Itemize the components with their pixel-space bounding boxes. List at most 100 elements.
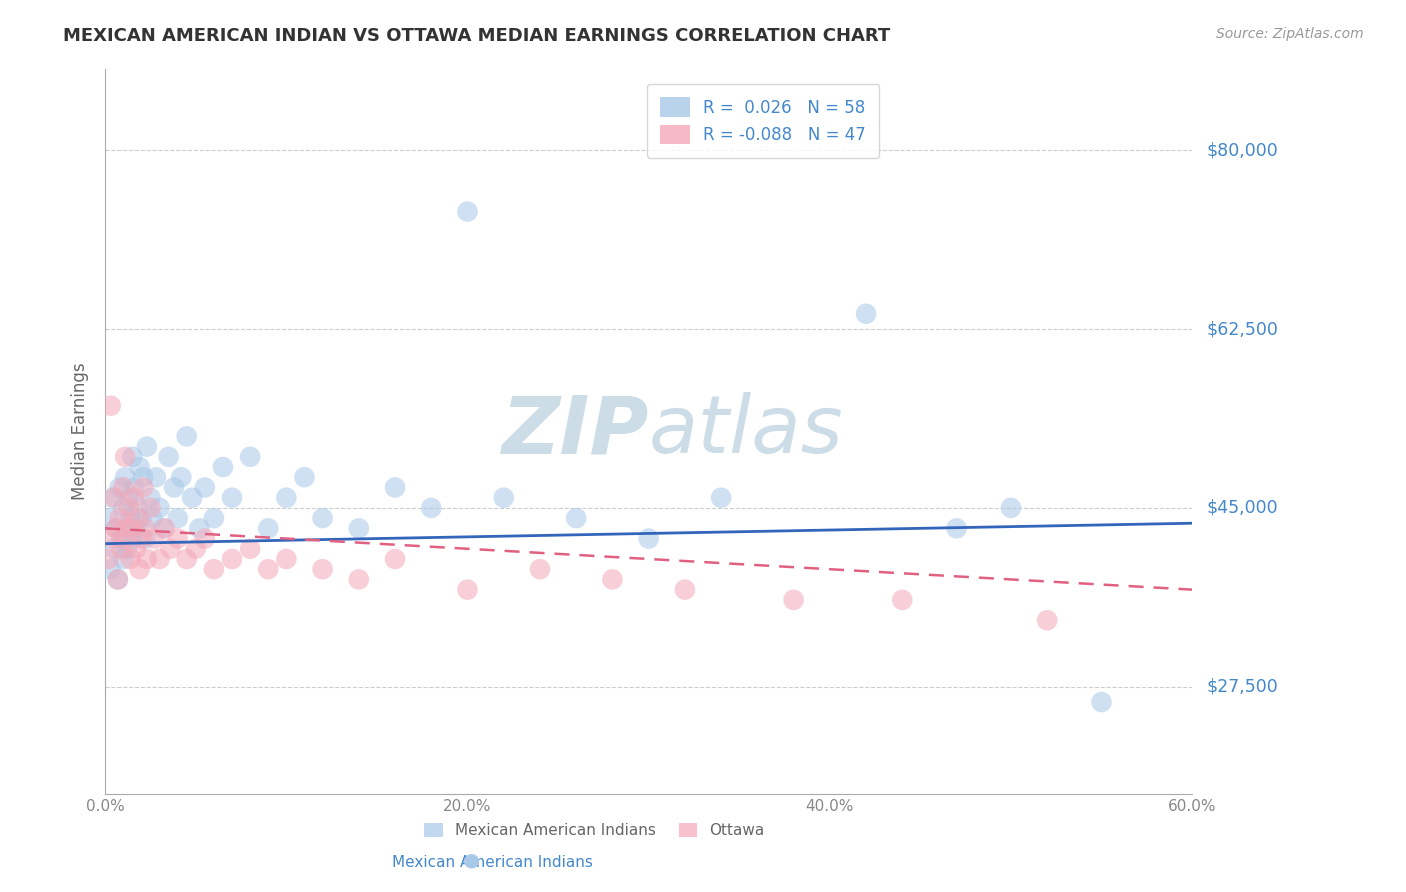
Point <box>202 562 225 576</box>
Point <box>673 582 696 597</box>
Legend: Mexican American Indians, Ottawa: Mexican American Indians, Ottawa <box>418 817 770 845</box>
Point <box>221 491 243 505</box>
Point <box>294 470 316 484</box>
Point <box>492 491 515 505</box>
Point <box>194 480 217 494</box>
Point <box>105 521 128 535</box>
Point <box>188 521 211 535</box>
Point <box>420 500 443 515</box>
Point <box>1000 500 1022 515</box>
Point <box>855 307 877 321</box>
Point <box>132 480 155 494</box>
Point <box>565 511 588 525</box>
Point <box>110 532 132 546</box>
Point <box>115 521 138 535</box>
Point <box>194 532 217 546</box>
Point <box>107 573 129 587</box>
Point <box>100 399 122 413</box>
Point <box>945 521 967 535</box>
Text: $62,500: $62,500 <box>1206 320 1278 338</box>
Point <box>239 541 262 556</box>
Point <box>114 450 136 464</box>
Point <box>101 491 124 505</box>
Point <box>311 511 333 525</box>
Point <box>118 491 141 505</box>
Point <box>121 521 143 535</box>
Point <box>122 480 145 494</box>
Point <box>112 480 135 494</box>
Point <box>891 592 914 607</box>
Text: $27,500: $27,500 <box>1206 678 1278 696</box>
Point <box>384 552 406 566</box>
Point <box>103 541 125 556</box>
Point <box>112 500 135 515</box>
Point <box>135 552 157 566</box>
Point <box>170 470 193 484</box>
Point <box>118 500 141 515</box>
Point <box>163 480 186 494</box>
Point <box>159 541 181 556</box>
Point <box>143 532 166 546</box>
Point <box>120 511 142 525</box>
Point <box>139 491 162 505</box>
Point <box>276 491 298 505</box>
Point <box>257 521 280 535</box>
Point <box>710 491 733 505</box>
Point <box>134 521 156 535</box>
Point <box>152 521 174 535</box>
Point <box>602 573 624 587</box>
Text: Mexican American Indians: Mexican American Indians <box>392 855 592 870</box>
Point <box>457 582 479 597</box>
Point <box>1090 695 1112 709</box>
Point <box>103 491 125 505</box>
Point <box>1036 613 1059 627</box>
Point <box>132 470 155 484</box>
Point <box>112 552 135 566</box>
Point <box>112 532 135 546</box>
Text: $80,000: $80,000 <box>1206 141 1278 160</box>
Point <box>125 541 148 556</box>
Point <box>176 429 198 443</box>
Point <box>166 511 188 525</box>
Point <box>97 511 120 525</box>
Point <box>135 440 157 454</box>
Point <box>176 552 198 566</box>
Point <box>202 511 225 525</box>
Point <box>221 552 243 566</box>
Point <box>107 573 129 587</box>
Point <box>128 562 150 576</box>
Text: atlas: atlas <box>648 392 844 470</box>
Point <box>121 532 143 546</box>
Point <box>257 562 280 576</box>
Point <box>239 450 262 464</box>
Point <box>184 541 207 556</box>
Text: MEXICAN AMERICAN INDIAN VS OTTAWA MEDIAN EARNINGS CORRELATION CHART: MEXICAN AMERICAN INDIAN VS OTTAWA MEDIAN… <box>63 27 890 45</box>
Point <box>105 521 128 535</box>
Point <box>212 460 235 475</box>
Point <box>148 500 170 515</box>
Point <box>127 500 149 515</box>
Point <box>347 521 370 535</box>
Point <box>141 511 163 525</box>
Point <box>110 541 132 556</box>
Point <box>120 552 142 566</box>
Point <box>148 552 170 566</box>
Text: ZIP: ZIP <box>502 392 648 470</box>
Point <box>101 532 124 546</box>
Point <box>131 532 153 546</box>
Y-axis label: Median Earnings: Median Earnings <box>72 362 89 500</box>
Point <box>637 532 659 546</box>
Point <box>122 491 145 505</box>
Point <box>115 521 138 535</box>
Point <box>127 511 149 525</box>
Point <box>166 532 188 546</box>
Point <box>97 552 120 566</box>
Point <box>121 450 143 464</box>
Point <box>128 460 150 475</box>
Point <box>114 470 136 484</box>
Text: $45,000: $45,000 <box>1206 499 1278 516</box>
Point <box>157 450 180 464</box>
Point <box>384 480 406 494</box>
Point <box>131 511 153 525</box>
Point <box>125 521 148 535</box>
